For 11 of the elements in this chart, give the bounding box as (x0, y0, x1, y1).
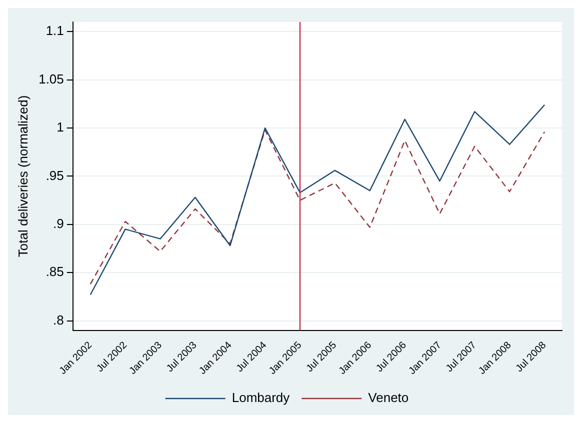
y-tick-label: .85 (46, 264, 64, 280)
line-series (90, 129, 546, 285)
y-tick-label: .9 (53, 216, 64, 231)
legend-label: Lombardy (232, 390, 290, 406)
y-tick-label: 1.05 (38, 71, 64, 86)
legend-label: Veneto (368, 390, 409, 406)
y-tick-label: .95 (46, 168, 64, 183)
y-tick-label: 1.1 (46, 23, 64, 38)
y-axis-title: Total deliveries (normalized) (15, 95, 30, 258)
y-tick-label: 1 (56, 120, 64, 135)
y-tick-label: .8 (53, 312, 64, 328)
